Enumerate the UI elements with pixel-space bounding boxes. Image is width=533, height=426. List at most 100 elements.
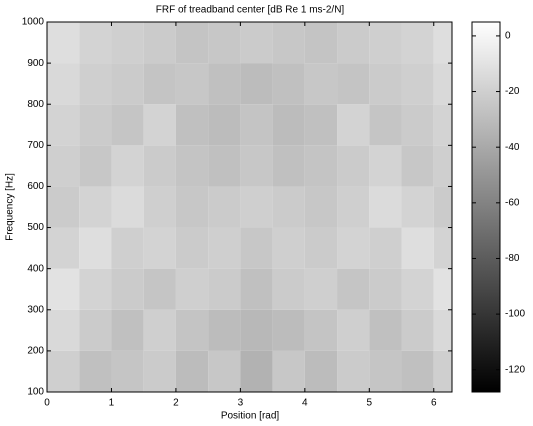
heat-cell [143, 63, 176, 105]
heat-cell [79, 186, 112, 228]
y-tick-label: 600 [27, 181, 44, 192]
heat-cell [272, 309, 305, 351]
heat-cell [111, 186, 144, 228]
heat-cell [401, 186, 434, 228]
heat-cell [208, 268, 241, 310]
heat-cell [433, 227, 452, 269]
heat-cell [401, 268, 434, 310]
y-tick-label: 1000 [22, 17, 45, 28]
heat-cell [401, 145, 434, 187]
heat-cell [175, 186, 209, 228]
heat-cell [175, 268, 209, 310]
heat-cell [304, 268, 338, 310]
heat-cell [175, 63, 209, 105]
heat-cell [143, 22, 176, 64]
heat-cell [369, 22, 402, 64]
x-tick-label: 0 [44, 398, 50, 409]
colorbar-tick-label: -80 [505, 253, 520, 264]
heat-cell [47, 104, 80, 146]
y-tick-label: 200 [27, 346, 44, 357]
heat-cell [304, 22, 338, 64]
heat-cell [304, 145, 338, 187]
heat-cell [337, 145, 370, 187]
heat-cell [47, 350, 80, 392]
heat-cell [143, 186, 176, 228]
heat-cell [401, 22, 434, 64]
heat-cell [175, 145, 209, 187]
heat-cell [401, 104, 434, 146]
heat-cell [272, 350, 305, 392]
heat-cell [175, 350, 209, 392]
heat-cell [369, 268, 402, 310]
heat-cell [369, 227, 402, 269]
heat-cell [369, 186, 402, 228]
heat-cell [111, 104, 144, 146]
y-tick-label: 800 [27, 99, 44, 110]
heat-cell [111, 63, 144, 105]
heat-cell [208, 309, 241, 351]
heat-cell [240, 268, 273, 310]
colorbar-tick-label: -20 [505, 86, 520, 97]
heat-cell [79, 104, 112, 146]
heat-cell [337, 268, 370, 310]
heat-cell [47, 309, 80, 351]
heat-cell [240, 22, 273, 64]
heat-cell [433, 145, 452, 187]
heat-cell [175, 227, 209, 269]
y-tick-label: 500 [27, 222, 44, 233]
y-axis-label: Frequency [Hz] [5, 173, 16, 241]
heat-cell [208, 63, 241, 105]
heat-cell [79, 63, 112, 105]
heat-cell [208, 22, 241, 64]
heat-cell [143, 350, 176, 392]
heat-cell [143, 268, 176, 310]
heat-cell [369, 350, 402, 392]
heat-cell [240, 227, 273, 269]
heat-cell [433, 104, 452, 146]
heat-cell [337, 350, 370, 392]
heat-cell [79, 309, 112, 351]
heat-cell [175, 104, 209, 146]
heatmap [47, 22, 452, 392]
heat-cell [337, 22, 370, 64]
heat-cell [79, 268, 112, 310]
heat-cell [79, 145, 112, 187]
heat-cell [47, 186, 80, 228]
heat-cell [47, 63, 80, 105]
x-tick-label: 6 [431, 398, 437, 409]
y-tick-label: 700 [27, 140, 44, 151]
y-tick-label: 100 [27, 387, 44, 398]
x-tick-label: 2 [173, 398, 179, 409]
heat-cell [175, 22, 209, 64]
heat-cell [143, 145, 176, 187]
y-tick-label: 900 [27, 58, 44, 69]
heat-cell [208, 104, 241, 146]
heat-cell [369, 63, 402, 105]
heat-cell [401, 63, 434, 105]
heat-cell [240, 309, 273, 351]
heat-cell [304, 186, 338, 228]
x-tick-label: 5 [367, 398, 373, 409]
heat-cell [401, 309, 434, 351]
heat-cell [111, 22, 144, 64]
colorbar-tick-label: -100 [505, 309, 525, 320]
heat-cell [240, 145, 273, 187]
heat-cell [433, 22, 452, 64]
heat-cell [111, 309, 144, 351]
heat-cell [272, 145, 305, 187]
heat-cell [111, 268, 144, 310]
x-tick-label: 4 [302, 398, 308, 409]
colorbar-tick-label: -60 [505, 197, 520, 208]
y-tick-label: 300 [27, 304, 44, 315]
heat-cell [272, 186, 305, 228]
colorbar-tick-label: -40 [505, 142, 520, 153]
heat-cell [47, 227, 80, 269]
chart-title: FRF of treadband center [dB Re 1 ms-2/N] [156, 5, 345, 16]
heat-cell [111, 145, 144, 187]
heat-cell [369, 104, 402, 146]
heat-cell [208, 145, 241, 187]
y-tick-label: 400 [27, 263, 44, 274]
heat-cell [47, 22, 80, 64]
plot-frame [46, 21, 453, 393]
